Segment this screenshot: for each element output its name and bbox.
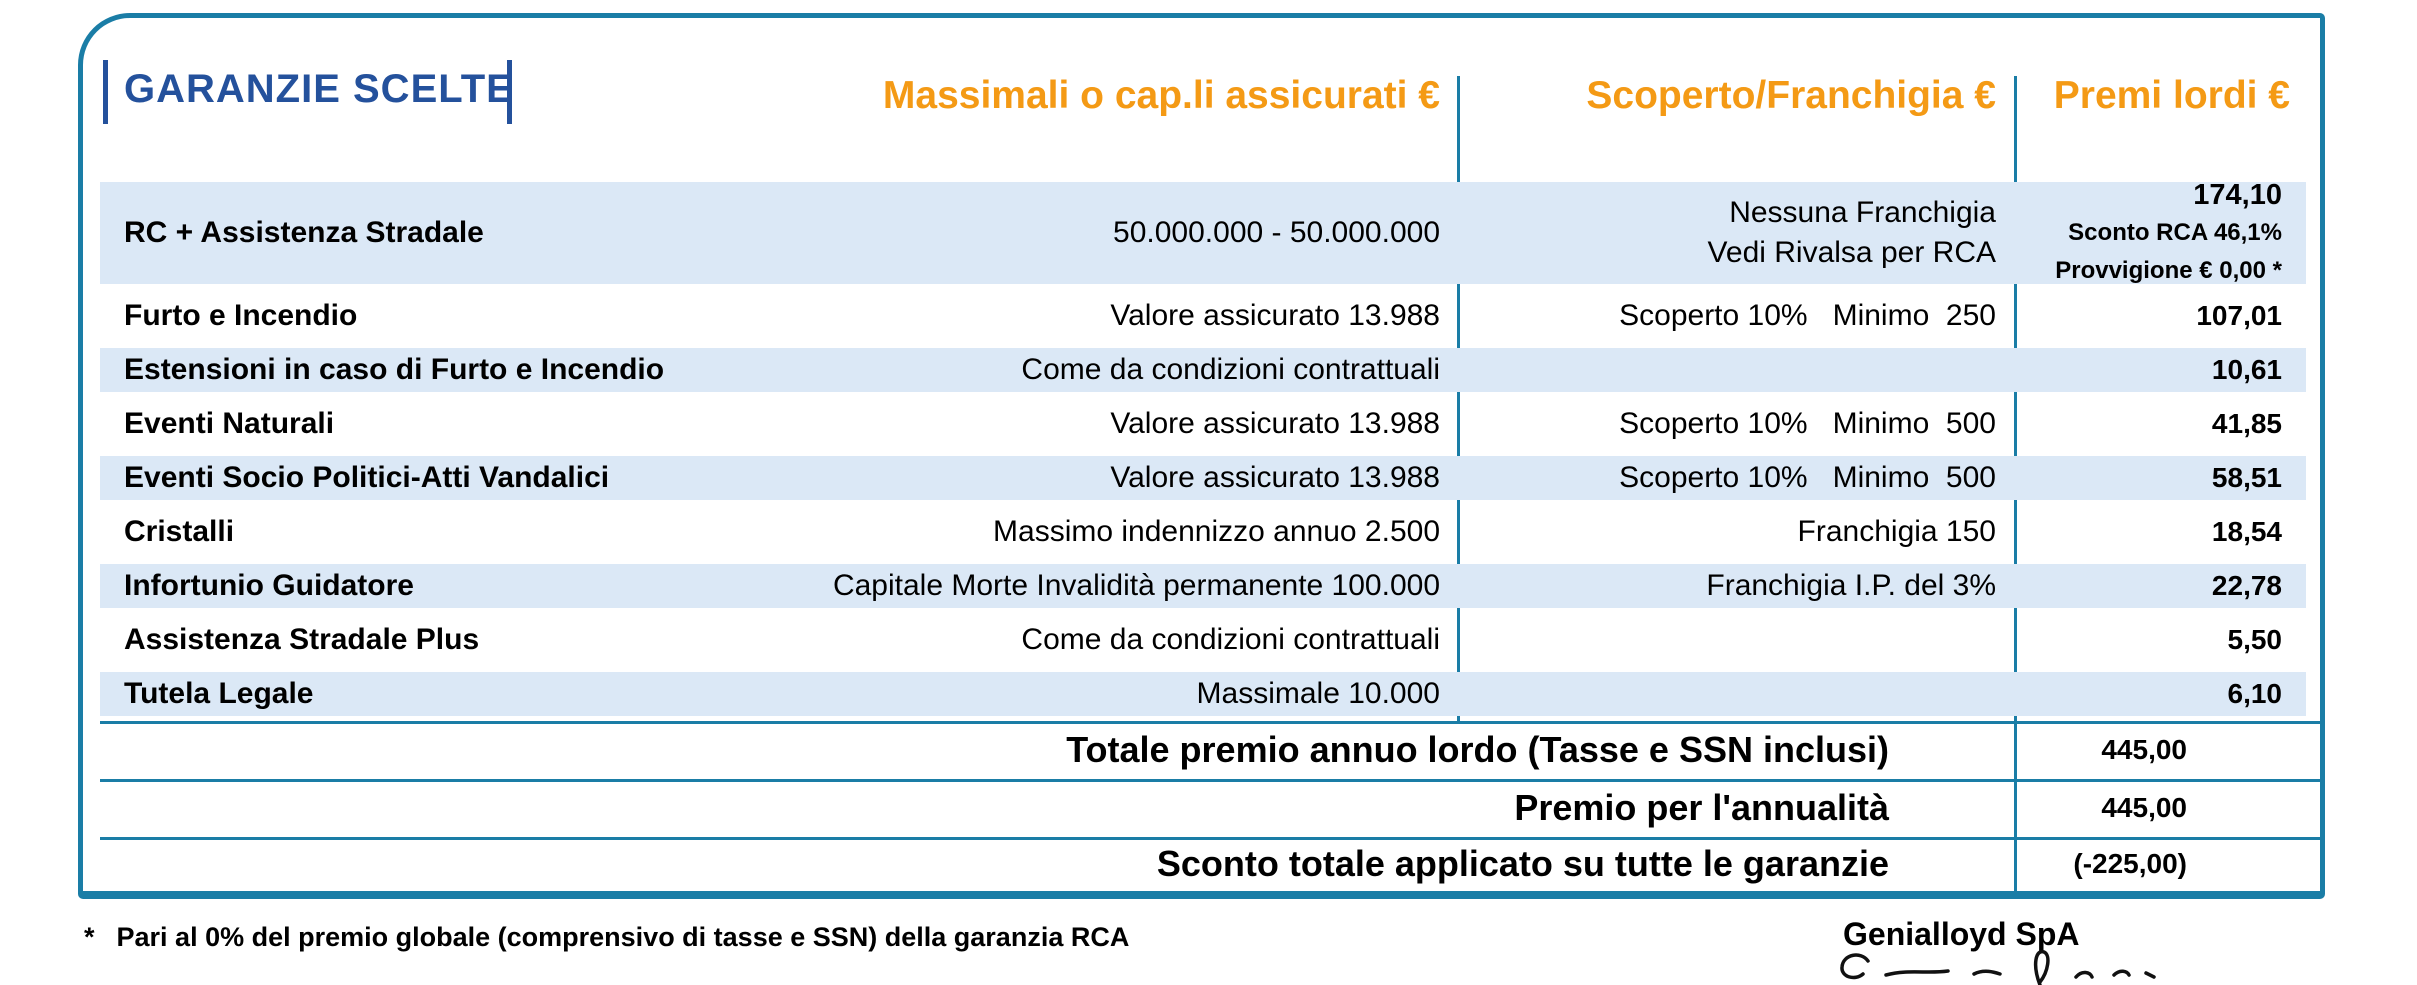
total-value: 445,00	[2101, 734, 2187, 765]
row-massimali: Capitale Morte Invalidità permanente 100…	[832, 568, 1440, 602]
total-row-total-discount: Sconto totale applicato su tutte le gara…	[100, 838, 2306, 890]
total-label: Premio per l'annualità	[1514, 787, 1889, 828]
row-label: Eventi Socio Politici-Atti Vandalici	[124, 460, 610, 494]
signature-stroke-loop	[1840, 953, 1870, 980]
signature-stroke-tick1	[2074, 970, 2094, 979]
row-scoperto: Scoperto 10% Minimo 500	[1619, 406, 1996, 440]
total-value: 445,00	[2101, 792, 2187, 823]
row-label: Infortunio Guidatore	[124, 568, 414, 602]
column-header-scoperto: Scoperto/Franchigia €	[1586, 74, 1996, 117]
footnote: * Pari al 0% del premio globale (compren…	[84, 922, 1129, 953]
row-label: Furto e Incendio	[124, 298, 358, 332]
page-title: GARANZIE SCELTE	[124, 67, 514, 111]
total-label: Totale premio annuo lordo (Tasse e SSN i…	[1066, 729, 1889, 770]
footnote-text: Pari al 0% del premio globale (comprensi…	[116, 922, 1130, 952]
total-row-annuity-premium: Premio per l'annualità 445,00	[100, 780, 2306, 836]
row-massimali: 50.000.000 - 50.000.000	[1113, 215, 1440, 249]
title-right-bar	[507, 60, 512, 124]
company-name: Genialloyd SpA	[1843, 916, 2080, 952]
row-premio: 5,50	[2227, 623, 2283, 655]
table-row-infortunio-guidatore: Infortunio Guidatore Capitale Morte Inva…	[100, 559, 2306, 613]
total-value: (-225,00)	[2073, 848, 2187, 879]
signature-stroke-wave	[1884, 969, 1950, 977]
premio-amount: 174,10	[2193, 179, 2282, 211]
column-divider-1	[1457, 76, 1460, 721]
row-premio: 107,01	[2196, 299, 2282, 331]
row-premio: 10,61	[2211, 353, 2282, 385]
title-left-bar	[103, 60, 108, 124]
row-premio: 58,51	[2211, 461, 2282, 493]
table-row-estensioni: Estensioni in caso di Furto e Incendio C…	[100, 343, 2306, 397]
row-label: Tutela Legale	[124, 676, 314, 710]
total-row-annual-gross: Totale premio annuo lordo (Tasse e SSN i…	[100, 722, 2306, 778]
scoperto-line1: Nessuna Franchigia	[1729, 196, 1996, 229]
column-header-premi: Premi lordi €	[2053, 74, 2290, 117]
signature-stroke-ascender	[2033, 949, 2050, 985]
footnote-marker: *	[84, 922, 95, 952]
table-row-furto-incendio: Furto e Incendio Valore assicurato 13.98…	[100, 289, 2306, 343]
premio-provvigione-note: Provvigione € 0,00 *	[2055, 257, 2282, 284]
row-scoperto: Scoperto 10% Minimo 500	[1619, 460, 1996, 494]
table-row-eventi-socio-politici: Eventi Socio Politici-Atti Vandalici Val…	[100, 451, 2306, 505]
handwritten-signature	[1840, 949, 2156, 985]
row-premio: 18,54	[2211, 515, 2282, 547]
table-row-eventi-naturali: Eventi Naturali Valore assicurato 13.988…	[100, 397, 2306, 451]
row-label: Estensioni in caso di Furto e Incendio	[124, 352, 665, 386]
row-massimali: Come da condizioni contrattuali	[1021, 622, 1440, 656]
premio-sconto-note: Sconto RCA 46,1%	[2068, 219, 2282, 246]
row-scoperto: Franchigia I.P. del 3%	[1706, 568, 1996, 602]
row-massimali: Valore assicurato 13.988	[1110, 298, 1440, 332]
table-row-assistenza-stradale-plus: Assistenza Stradale Plus Come da condizi…	[100, 613, 2306, 667]
row-premio: 174,10 Sconto RCA 46,1% Provvigione € 0,00…	[2055, 176, 2282, 290]
row-label: Assistenza Stradale Plus	[124, 622, 480, 656]
row-scoperto: Scoperto 10% Minimo 250	[1619, 298, 1996, 332]
row-premio: 6,10	[2227, 677, 2283, 709]
row-scoperto: Nessuna Franchigia Vedi Rivalsa per RCA	[1708, 193, 1996, 273]
row-massimali: Valore assicurato 13.988	[1110, 460, 1440, 494]
table-row-tutela-legale: Tutela Legale Massimale 10.000 6,10	[100, 667, 2306, 721]
row-scoperto: Franchigia 150	[1797, 514, 1996, 548]
totals-separator-2	[100, 779, 2322, 782]
row-label: Eventi Naturali	[124, 406, 335, 440]
signature-stroke-small	[1972, 969, 2002, 976]
total-label: Sconto totale applicato su tutte le gara…	[1156, 843, 1889, 884]
row-premio: 41,85	[2211, 407, 2282, 439]
row-massimali: Come da condizioni contrattuali	[1021, 352, 1440, 386]
signature-stroke-tick3	[2144, 971, 2156, 979]
row-label: RC + Assistenza Stradale	[124, 215, 484, 249]
table-row-rc-assistenza: RC + Assistenza Stradale 50.000.000 - 50…	[100, 177, 2306, 289]
row-massimali: Massimale 10.000	[1196, 676, 1440, 710]
row-label: Cristalli	[124, 514, 235, 548]
signature-stroke-tick2	[2112, 969, 2131, 977]
column-header-massimali: Massimali o cap.li assicurati €	[882, 74, 1440, 117]
table-row-cristalli: Cristalli Massimo indennizzo annuo 2.500…	[100, 505, 2306, 559]
row-massimali: Massimo indennizzo annuo 2.500	[993, 514, 1440, 548]
totals-separator-3	[100, 837, 2322, 840]
row-massimali: Valore assicurato 13.988	[1110, 406, 1440, 440]
row-premio: 22,78	[2211, 569, 2282, 601]
scoperto-line2: Vedi Rivalsa per RCA	[1707, 236, 1996, 269]
totals-separator-1	[100, 721, 2322, 724]
